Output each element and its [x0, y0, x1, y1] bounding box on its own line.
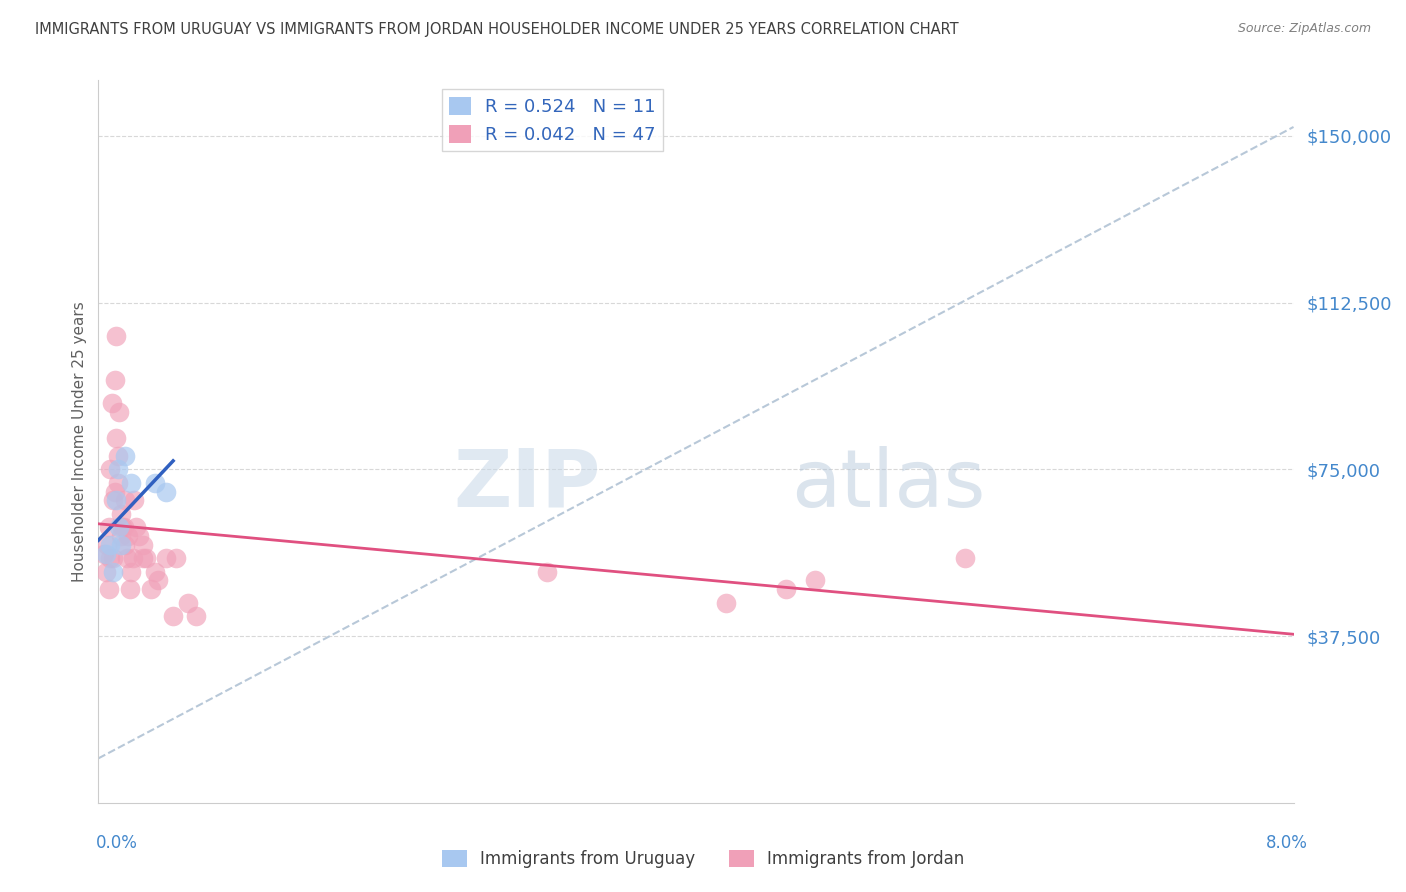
Point	[714, 596, 737, 610]
Point	[103, 565, 125, 579]
Point	[177, 596, 200, 610]
Point	[107, 449, 129, 463]
Point	[104, 373, 127, 387]
Point	[98, 462, 122, 476]
Point	[96, 538, 118, 552]
Point	[105, 329, 128, 343]
Point	[94, 565, 117, 579]
Text: Source: ZipAtlas.com: Source: ZipAtlas.com	[1237, 22, 1371, 36]
Point	[114, 449, 136, 463]
Point	[101, 395, 124, 409]
Point	[143, 475, 166, 490]
Point	[165, 551, 187, 566]
Point	[162, 609, 184, 624]
Point	[143, 565, 166, 579]
Point	[98, 551, 122, 566]
Text: IMMIGRANTS FROM URUGUAY VS IMMIGRANTS FROM JORDAN HOUSEHOLDER INCOME UNDER 25 YE: IMMIGRANTS FROM URUGUAY VS IMMIGRANTS FR…	[35, 22, 959, 37]
Point	[121, 551, 143, 566]
Point	[953, 551, 976, 566]
Point	[108, 520, 131, 534]
Point	[132, 538, 155, 552]
Point	[132, 551, 155, 566]
Point	[93, 547, 115, 561]
Point	[104, 484, 127, 499]
Point	[118, 582, 141, 597]
Point	[105, 431, 128, 445]
Point	[105, 493, 128, 508]
Point	[155, 484, 177, 499]
Point	[114, 493, 136, 508]
Point	[107, 462, 129, 476]
Point	[110, 507, 132, 521]
Point	[128, 529, 150, 543]
Point	[110, 538, 132, 552]
Point	[97, 582, 120, 597]
Point	[120, 565, 142, 579]
Point	[111, 520, 134, 534]
Point	[775, 582, 797, 597]
Y-axis label: Householder Income Under 25 years: Householder Income Under 25 years	[72, 301, 87, 582]
Legend: Immigrants from Uruguay, Immigrants from Jordan: Immigrants from Uruguay, Immigrants from…	[434, 843, 972, 875]
Point	[103, 493, 125, 508]
Point	[184, 609, 207, 624]
Point	[94, 547, 117, 561]
Point	[107, 475, 129, 490]
Legend: R = 0.524   N = 11, R = 0.042   N = 47: R = 0.524 N = 11, R = 0.042 N = 47	[441, 89, 664, 152]
Point	[139, 582, 162, 597]
Text: ZIP: ZIP	[453, 446, 600, 524]
Point	[117, 529, 139, 543]
Point	[108, 404, 131, 418]
Point	[115, 551, 138, 566]
Point	[120, 475, 142, 490]
Point	[112, 520, 135, 534]
Point	[804, 574, 827, 588]
Point	[110, 529, 132, 543]
Point	[125, 520, 148, 534]
Point	[124, 493, 146, 508]
Point	[155, 551, 177, 566]
Point	[98, 538, 122, 552]
Point	[97, 520, 120, 534]
Text: 0.0%: 0.0%	[96, 834, 138, 852]
Point	[114, 538, 136, 552]
Point	[103, 551, 125, 566]
Point	[135, 551, 157, 566]
Text: atlas: atlas	[792, 446, 986, 524]
Text: 8.0%: 8.0%	[1265, 834, 1308, 852]
Point	[148, 574, 170, 588]
Point	[536, 565, 558, 579]
